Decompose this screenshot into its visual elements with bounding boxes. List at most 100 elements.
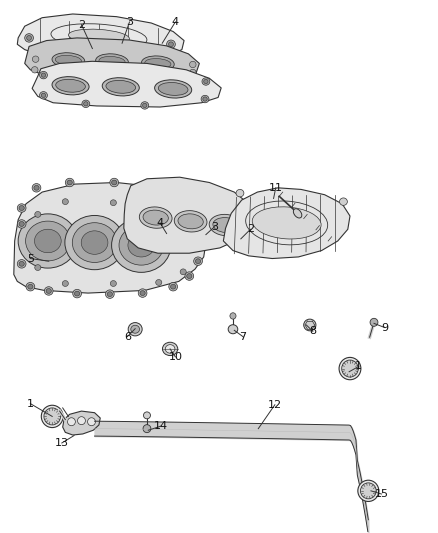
Ellipse shape xyxy=(112,218,171,272)
Ellipse shape xyxy=(187,273,192,278)
Ellipse shape xyxy=(52,53,85,68)
Ellipse shape xyxy=(213,217,238,232)
Ellipse shape xyxy=(17,260,26,268)
Ellipse shape xyxy=(72,223,117,262)
Ellipse shape xyxy=(339,198,347,205)
Ellipse shape xyxy=(19,262,24,266)
Ellipse shape xyxy=(166,40,175,49)
Ellipse shape xyxy=(199,225,208,233)
Ellipse shape xyxy=(342,360,358,377)
Ellipse shape xyxy=(35,265,41,270)
Ellipse shape xyxy=(32,183,41,192)
Ellipse shape xyxy=(141,102,149,109)
Ellipse shape xyxy=(25,221,70,261)
Ellipse shape xyxy=(131,325,140,333)
Ellipse shape xyxy=(155,80,192,98)
Ellipse shape xyxy=(19,206,24,211)
Ellipse shape xyxy=(62,199,68,205)
Ellipse shape xyxy=(65,178,74,187)
Ellipse shape xyxy=(28,284,33,289)
Ellipse shape xyxy=(25,34,33,42)
Ellipse shape xyxy=(236,189,244,197)
Ellipse shape xyxy=(143,425,151,433)
Ellipse shape xyxy=(143,210,168,225)
Ellipse shape xyxy=(138,289,147,297)
Ellipse shape xyxy=(17,220,26,228)
Text: 2: 2 xyxy=(78,20,85,30)
Ellipse shape xyxy=(150,181,159,190)
Polygon shape xyxy=(32,61,221,107)
Ellipse shape xyxy=(106,290,114,298)
Ellipse shape xyxy=(18,214,78,268)
Text: 8: 8 xyxy=(309,326,316,336)
Ellipse shape xyxy=(293,209,302,218)
Ellipse shape xyxy=(194,200,199,205)
Ellipse shape xyxy=(162,342,178,356)
Text: 3: 3 xyxy=(211,222,218,232)
Ellipse shape xyxy=(143,103,147,108)
Ellipse shape xyxy=(110,280,117,286)
Ellipse shape xyxy=(119,225,163,265)
Ellipse shape xyxy=(165,345,175,353)
Ellipse shape xyxy=(169,282,177,291)
Ellipse shape xyxy=(209,214,242,236)
Text: 1: 1 xyxy=(27,399,34,409)
Ellipse shape xyxy=(95,54,128,69)
Ellipse shape xyxy=(82,100,90,108)
Ellipse shape xyxy=(158,83,188,95)
Ellipse shape xyxy=(228,325,238,334)
Ellipse shape xyxy=(177,189,186,197)
Ellipse shape xyxy=(145,59,171,68)
Ellipse shape xyxy=(112,180,117,185)
Polygon shape xyxy=(25,38,199,82)
Ellipse shape xyxy=(84,102,88,106)
Ellipse shape xyxy=(174,211,207,232)
Ellipse shape xyxy=(230,313,236,319)
Ellipse shape xyxy=(55,55,81,65)
Ellipse shape xyxy=(195,259,201,264)
Ellipse shape xyxy=(46,288,51,293)
Ellipse shape xyxy=(128,233,155,257)
Ellipse shape xyxy=(360,483,376,499)
Text: 12: 12 xyxy=(268,400,282,410)
Ellipse shape xyxy=(41,73,46,77)
Ellipse shape xyxy=(110,200,117,206)
Ellipse shape xyxy=(68,29,130,45)
Ellipse shape xyxy=(39,92,47,99)
Ellipse shape xyxy=(194,257,202,265)
Ellipse shape xyxy=(155,204,162,210)
Ellipse shape xyxy=(370,318,378,326)
Text: 10: 10 xyxy=(168,352,182,362)
Ellipse shape xyxy=(27,36,32,41)
Text: 13: 13 xyxy=(55,438,69,448)
Ellipse shape xyxy=(339,358,361,379)
Text: 15: 15 xyxy=(374,489,389,499)
Ellipse shape xyxy=(202,78,210,85)
Ellipse shape xyxy=(81,231,108,254)
Ellipse shape xyxy=(358,480,379,502)
Ellipse shape xyxy=(74,291,80,296)
Text: 5: 5 xyxy=(27,254,34,263)
Ellipse shape xyxy=(178,214,203,229)
Ellipse shape xyxy=(304,319,316,331)
Ellipse shape xyxy=(144,412,150,419)
Ellipse shape xyxy=(41,93,46,98)
Ellipse shape xyxy=(169,42,173,47)
Ellipse shape xyxy=(198,210,207,219)
Ellipse shape xyxy=(170,284,176,289)
Ellipse shape xyxy=(67,180,72,185)
Text: 7: 7 xyxy=(240,332,247,342)
Text: 4: 4 xyxy=(156,218,164,228)
Ellipse shape xyxy=(32,56,39,62)
Ellipse shape xyxy=(26,282,35,291)
Ellipse shape xyxy=(140,290,145,295)
Ellipse shape xyxy=(44,287,53,295)
Text: 14: 14 xyxy=(154,421,169,431)
Ellipse shape xyxy=(110,178,119,187)
Ellipse shape xyxy=(17,204,26,212)
Ellipse shape xyxy=(106,80,136,93)
Ellipse shape xyxy=(67,418,75,426)
Text: 2: 2 xyxy=(247,224,254,235)
Ellipse shape xyxy=(180,269,186,274)
Ellipse shape xyxy=(65,215,124,270)
